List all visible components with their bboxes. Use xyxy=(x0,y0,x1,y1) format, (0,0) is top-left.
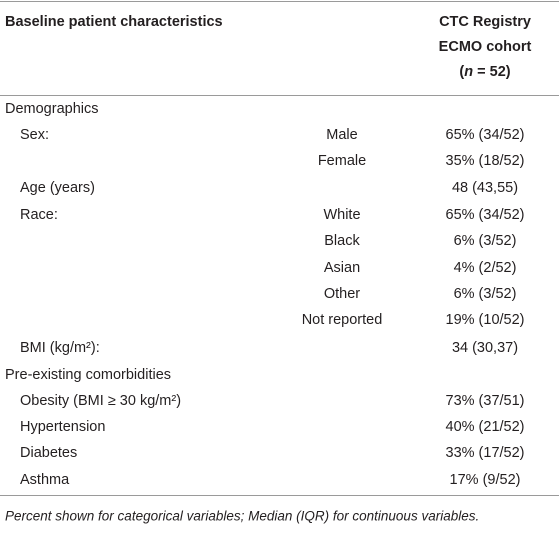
header-col3-line: ECMO cohort xyxy=(439,39,532,55)
subgroup-label: Asian xyxy=(324,260,360,276)
footnote: Percent shown for categorical variables;… xyxy=(5,509,479,524)
section-label: Pre-existing comorbidities xyxy=(5,367,171,383)
section-label: Demographics xyxy=(5,101,99,117)
row-label: Hypertension xyxy=(20,419,105,435)
n-symbol: n xyxy=(464,64,473,80)
cell-value: 65% (34/52) xyxy=(446,127,525,143)
header-n: (n = 52) xyxy=(459,64,510,80)
row-label: Asthma xyxy=(20,472,70,488)
cell-value: 6% (3/52) xyxy=(454,233,517,249)
subgroup-label: Not reported xyxy=(302,312,383,328)
subgroup-label: Other xyxy=(324,286,360,302)
header-col3-line: CTC Registry xyxy=(439,14,531,30)
cell-value: 35% (18/52) xyxy=(446,153,525,169)
cell-value: 33% (17/52) xyxy=(446,445,525,461)
row-label: Age (years) xyxy=(20,180,95,196)
cell-value: 73% (37/51) xyxy=(446,393,525,409)
row-label: Sex: xyxy=(20,127,49,143)
subgroup-label: Male xyxy=(326,127,357,143)
cell-value: 6% (3/52) xyxy=(454,286,517,302)
cell-value: 48 (43,55) xyxy=(452,180,518,196)
row-label: Race: xyxy=(20,207,58,223)
subgroup-label: Black xyxy=(324,233,360,249)
cell-value: 4% (2/52) xyxy=(454,260,517,276)
cell-value: 34 (30,37) xyxy=(452,340,518,356)
subgroup-label: White xyxy=(323,207,360,223)
n-rest: = 52) xyxy=(473,64,511,80)
cell-value: 65% (34/52) xyxy=(446,207,525,223)
subgroup-label: Female xyxy=(318,153,366,169)
row-label: BMI (kg/m²): xyxy=(20,340,100,356)
n-open: ( xyxy=(459,64,464,80)
cell-value: 19% (10/52) xyxy=(446,312,525,328)
cell-value: 40% (21/52) xyxy=(446,419,525,435)
row-label: Diabetes xyxy=(20,445,77,461)
header-col1: Baseline patient characteristics xyxy=(5,14,223,30)
row-label: Obesity (BMI ≥ 30 kg/m²) xyxy=(20,393,181,409)
cell-value: 17% (9/52) xyxy=(450,472,521,488)
